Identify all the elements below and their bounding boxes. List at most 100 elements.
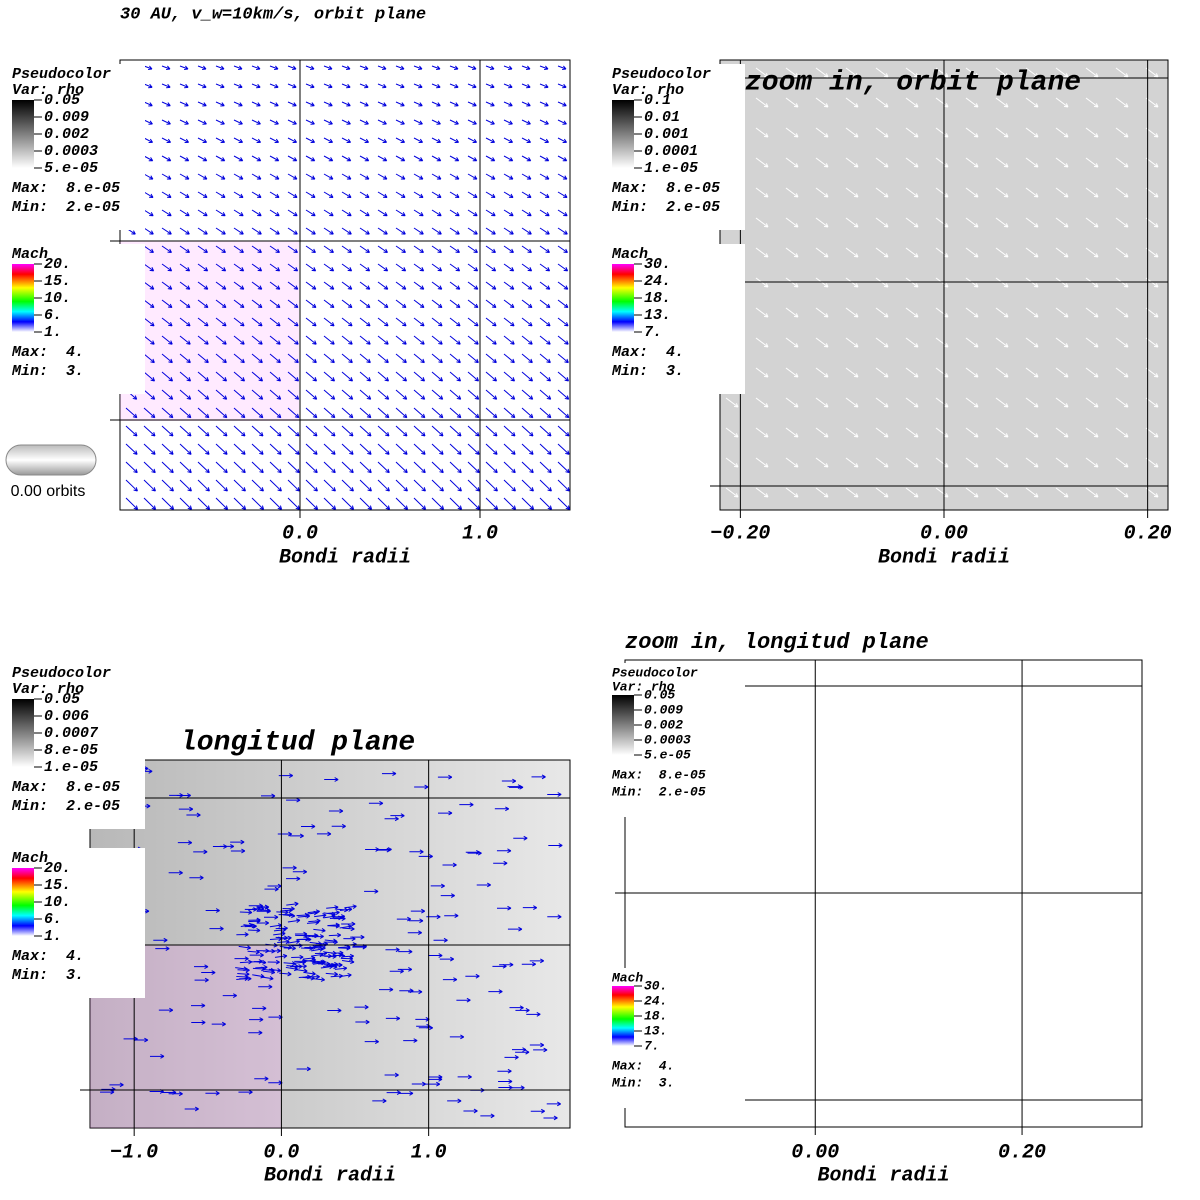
vector-arrow [269,155,280,162]
vector-arrow [557,191,568,198]
vector-arrow [251,173,262,180]
vector-arrow [161,425,174,437]
legend-title: Mach [11,246,48,263]
vector-arrow [302,955,316,961]
vector-arrow [125,479,138,492]
vector-arrow [413,479,426,492]
vector-arrow [413,245,424,253]
vector-arrow [521,335,533,345]
vector-arrow [143,353,155,364]
vector-arrow [1115,157,1129,168]
vector-arrow [539,497,553,510]
vector-arrow [211,1021,226,1027]
vector-arrow [485,173,496,180]
vector-arrow [557,425,570,437]
vector-arrow [396,916,412,922]
vector-arrow [815,367,829,378]
vector-arrow [161,227,172,235]
legend-max: Max: 4. [11,948,84,965]
vector-arrow [197,335,209,345]
vector-arrow [965,157,979,168]
vector-arrow [1055,457,1069,468]
color-bar [612,695,634,755]
vector-arrow [251,371,264,382]
legend-max: Max: 4. [611,344,684,361]
vector-arrow [557,227,568,235]
vector-arrow [161,263,173,272]
vector-arrow [497,1068,512,1074]
vector-arrow [785,457,799,468]
vector-arrow [395,335,407,345]
vector-arrow [186,812,201,818]
vector-arrow [251,119,261,125]
vector-arrow [510,1085,525,1091]
vector-arrow [431,281,443,290]
vector-arrow [305,101,315,107]
vector-arrow [503,425,516,437]
vector-arrow [233,263,245,272]
x-tick-label: 0.20 [1124,522,1172,545]
vector-arrow [875,337,889,348]
vector-arrow [179,407,192,419]
vector-arrow [289,833,304,839]
vector-arrow [323,101,333,107]
vector-arrow [233,389,246,400]
vector-arrow [305,119,315,125]
vector-arrow [359,173,370,180]
vector-arrow [875,397,889,408]
vector-arrow [215,443,228,455]
vector-arrow [905,67,919,78]
vector-arrow [965,307,979,318]
vector-arrow [161,479,174,492]
vector-arrow [197,101,207,107]
vector-arrow [431,299,443,309]
vector-arrow [305,335,317,345]
vector-arrow [323,281,335,290]
vector-arrow [503,155,514,162]
vector-arrow [233,479,246,492]
vector-arrow [197,65,207,71]
vector-arrow [215,101,225,107]
vector-arrow [521,137,532,144]
vector-arrow [557,353,569,364]
vector-arrow [521,65,531,71]
vector-arrow [465,849,481,855]
vector-arrow [539,227,550,235]
vector-arrow [494,806,510,812]
vector-arrow [395,119,405,125]
vector-arrow [161,299,173,309]
vector-arrow [323,65,333,71]
vector-arrow [935,157,949,168]
vector-arrow [341,173,352,180]
vector-arrow [256,904,269,910]
vector-arrow [539,299,551,309]
vector-arrow [725,427,739,438]
vector-arrow [755,217,769,228]
vector-arrow [233,83,243,89]
vector-arrow [557,407,570,419]
vector-arrow [197,263,209,272]
vector-arrow [377,407,390,419]
vector-arrow [313,959,327,965]
vector-arrow [341,461,354,474]
vector-arrow [845,367,859,378]
vector-arrow [323,479,336,492]
vector-arrow [398,949,413,955]
vector-arrow [251,479,264,492]
vector-arrow [332,953,346,959]
vector-arrow [328,808,344,814]
color-bar [612,986,634,1046]
vector-arrow [233,137,244,144]
vector-arrow [251,497,265,510]
vector-arrow [503,317,515,327]
vector-arrow [247,949,260,955]
legend-max: Max: 8.e-05 [611,180,720,197]
vector-arrow [503,335,515,345]
vector-arrow [239,910,253,915]
vector-arrow [431,389,444,400]
vector-arrow [557,479,570,492]
vector-arrow [209,926,224,931]
vector-arrow [377,461,390,474]
vector-arrow [197,461,210,474]
vector-arrow [377,335,389,345]
